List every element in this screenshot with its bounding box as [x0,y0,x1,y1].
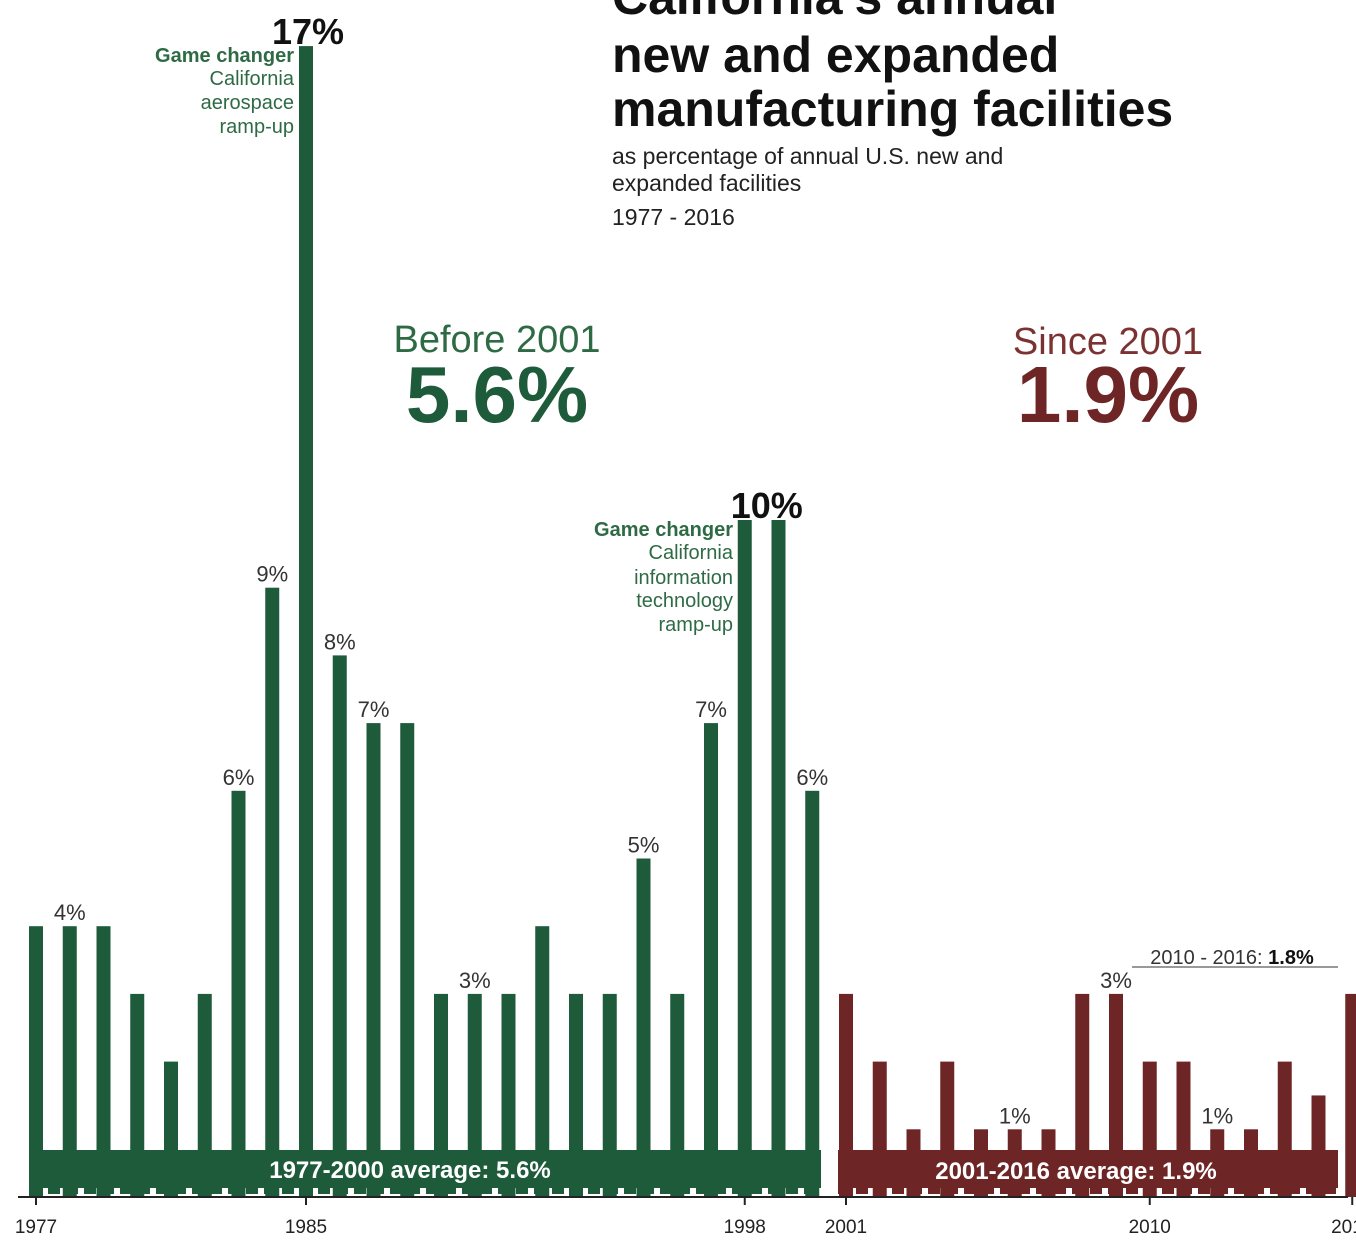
recent-period-label: 2010 - 2016: 1.8% [1150,947,1314,969]
average-label-before: 1977-2000 average: 5.6% [269,1157,551,1184]
bar-1998 [737,520,752,1197]
bar-2000 [805,790,820,1197]
data-label-1987: 7% [358,697,390,722]
bar-1999 [771,520,786,1197]
data-label-1985: 17% [272,11,344,52]
bar-2016 [1345,993,1356,1197]
era-before-label: Before 2001 [393,319,600,361]
annotation-it-line-3: technology [636,590,733,612]
x-tick-label-1977: 1977 [15,1217,57,1238]
recent-period-range: 2010 - 2016: [1150,947,1268,969]
x-tick-label-2001: 2001 [825,1217,867,1238]
x-tick-label-1985: 1985 [285,1217,327,1238]
era-since-label: Since 2001 [1013,321,1203,363]
era-since-value: 1.9% [1017,350,1199,439]
bar-1987 [366,723,381,1197]
era-before-value: 5.6% [406,350,588,439]
chart-subtitle-line-1: as percentage of annual U.S. new and [612,143,1003,169]
bar-1991 [501,993,516,1197]
bar-1979 [96,926,111,1197]
recent-period-value: 1.8% [1268,947,1314,969]
bar-1990 [467,993,482,1197]
annotation-aerospace-title: Game changer [155,45,294,67]
annotation-aerospace-line-2: aerospace [201,92,294,114]
x-tick-label-2016: 2016 [1331,1217,1356,1238]
data-label-1990: 3% [459,968,491,993]
data-label-1995: 5% [628,833,660,858]
x-tick-label-1998: 1998 [724,1217,766,1238]
annotation-it-line-2: information [634,567,733,589]
x-tick-label-2010: 2010 [1129,1217,1171,1238]
bar-1997 [704,723,718,1197]
data-label-2012: 1% [1201,1103,1233,1128]
bar-1985 [299,46,313,1198]
average-band-since [838,1150,1338,1188]
bar-1989 [434,993,448,1197]
data-label-1998: 10% [731,485,803,526]
chart-date-range: 1977 - 2016 [612,204,735,230]
bar-1984 [265,587,280,1197]
bar-1977 [29,926,43,1197]
average-label-since: 2001-2016 average: 1.9% [935,1158,1217,1185]
bar-1988 [400,723,415,1197]
bar-1996 [670,993,685,1197]
bar-1978 [62,926,77,1197]
chart-title-line-1: California's annual [612,0,1057,25]
bars-group [29,46,1356,1198]
chart-subtitle-line-2: expanded facilities [612,170,801,196]
data-label-1997: 7% [695,697,727,722]
data-label-1978: 4% [54,900,86,925]
bar-1995 [636,858,651,1197]
bar-1983 [231,790,246,1197]
annotation-aerospace-line-3: ramp-up [220,116,294,138]
annotation-it-line-1: California [649,542,734,564]
bar-1986 [332,655,347,1197]
bar-1980 [130,993,145,1197]
annotation-aerospace-line-1: California [210,68,295,90]
bar-2001 [839,993,853,1197]
chart-title-line-2: new and expanded [612,27,1059,83]
bar-1994 [602,993,617,1197]
data-label-2000: 6% [796,765,828,790]
bar-1993 [569,993,583,1197]
data-label-2006: 1% [999,1103,1031,1128]
x-axis-ticks-group: 1977 1985 1998 2001 2010 2016 [15,1197,1356,1238]
bar-2008 [1075,993,1090,1197]
bar-1982 [197,993,212,1197]
annotation-it-title: Game changer [594,519,733,541]
annotation-it-line-4: ramp-up [659,614,733,636]
data-labels-group: 4% 6% 9% 17% 8% 7% 3% 5% 7% 10% 6% 1% 3% 1% [54,11,1233,1128]
data-label-1983: 6% [223,765,255,790]
bar-2009 [1109,993,1123,1197]
chart-title-line-3: manufacturing facilities [612,81,1173,137]
data-label-2009: 3% [1100,968,1132,993]
bar-1992 [535,926,550,1197]
data-label-1986: 8% [324,629,356,654]
data-label-1984: 9% [256,562,288,587]
average-band-before [30,1150,821,1188]
